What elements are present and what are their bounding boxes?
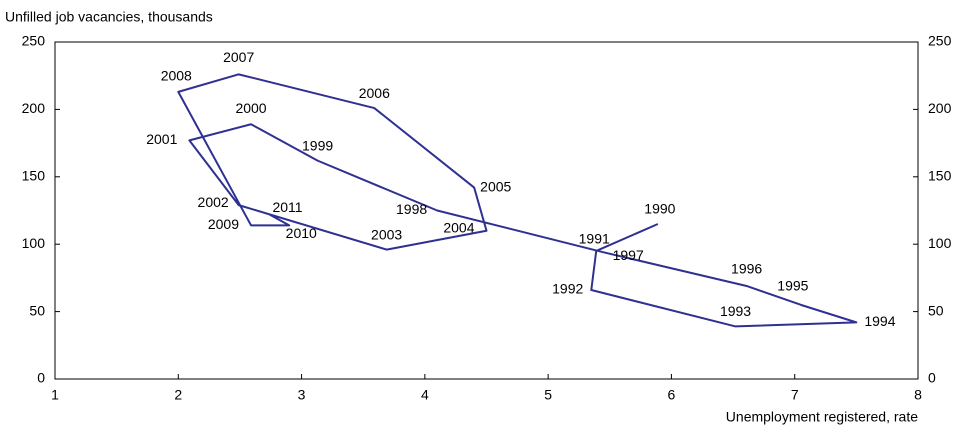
point-label: 1993 [720,303,751,319]
x-tick-label: 2 [174,387,182,403]
x-tick-label: 1 [51,387,59,403]
x-tick-label: 8 [914,387,922,403]
point-label: 2003 [371,226,402,242]
point-label: 2001 [146,131,177,147]
y2-tick-label: 200 [928,100,952,116]
point-label: 2004 [443,219,474,235]
y-axis-label: Unfilled job vacancies, thousands [5,9,213,25]
y-tick-label: 0 [37,370,45,386]
y2-tick-label: 100 [928,235,952,251]
point-label: 2010 [286,225,317,241]
x-tick-label: 4 [421,387,429,403]
point-label: 2007 [223,49,254,65]
point-label: 2002 [198,194,229,210]
point-label: 1995 [777,278,808,294]
point-label: 2009 [208,216,239,232]
point-label: 1991 [579,231,610,247]
y-tick-label: 100 [22,235,46,251]
series-line [177,73,858,328]
point-label: 1998 [396,201,427,217]
plot-frame [54,41,919,380]
point-label: 2005 [480,178,511,194]
y2-tick-label: 0 [928,370,936,386]
point-label: 2000 [235,100,266,116]
y-tick-label: 200 [22,100,46,116]
point-label: 1996 [731,261,762,277]
y2-tick-label: 150 [928,168,952,184]
point-label: 1990 [644,201,675,217]
x-tick-label: 7 [791,387,799,403]
y-tick-label: 50 [29,302,45,318]
y2-tick-label: 250 [928,33,952,49]
x-tick-label: 3 [298,387,306,403]
x-tick-label: 6 [668,387,676,403]
point-label: 1997 [613,247,644,263]
y-tick-label: 250 [22,33,46,49]
point-label: 1999 [302,137,333,153]
y-tick-label: 150 [22,168,46,184]
x-axis-label: Unemployment registered, rate [726,409,918,425]
y2-tick-label: 50 [928,302,944,318]
point-label: 1994 [864,313,895,329]
x-tick-label: 5 [544,387,552,403]
point-label: 2006 [359,85,390,101]
point-label: 2011 [272,199,302,215]
point-label: 1992 [552,281,583,297]
point-label: 2008 [161,68,192,84]
